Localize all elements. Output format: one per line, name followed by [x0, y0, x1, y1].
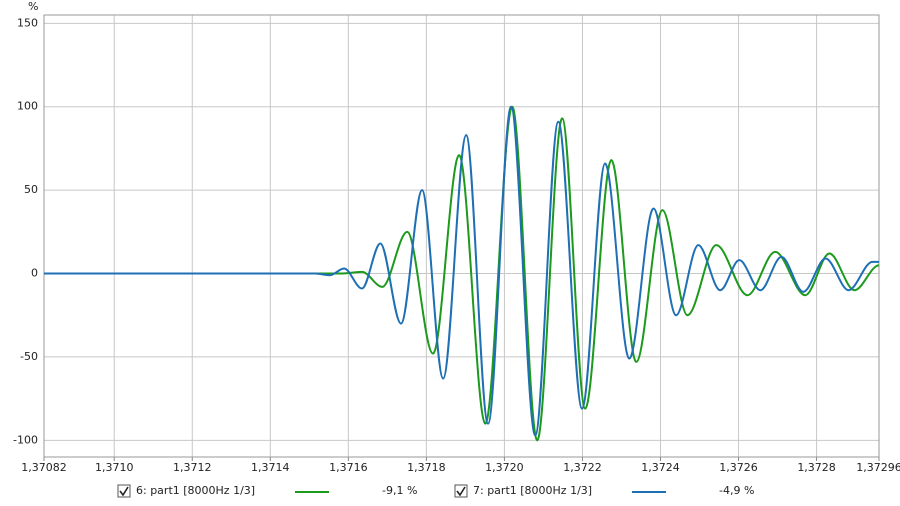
- x-tick-label: 1,37296: [856, 461, 900, 474]
- legend-readout: -4,9 %: [719, 484, 754, 497]
- x-tick-label: 1,3714: [251, 461, 290, 474]
- legend-checkmark[interactable]: [456, 486, 466, 497]
- legend-checkbox[interactable]: [454, 484, 468, 498]
- x-tick-label: 1,3728: [797, 461, 836, 474]
- y-tick-label: 50: [24, 183, 38, 196]
- x-tick-label: 1,3718: [407, 461, 446, 474]
- plot-border: [43, 14, 880, 458]
- plot-area: [44, 15, 879, 457]
- y-tick-label: -50: [20, 350, 38, 363]
- series-line: [44, 105, 879, 437]
- x-tick-label: 1,3716: [329, 461, 368, 474]
- y-unit-label: %: [28, 0, 38, 13]
- x-tick-label: 1,3726: [719, 461, 758, 474]
- y-tick-label: 150: [17, 16, 38, 29]
- y-tick-label: 0: [31, 267, 38, 280]
- legend-label: 6: part1 [8000Hz 1/3]: [136, 484, 255, 497]
- series-line: [44, 105, 880, 442]
- x-tick-label: 1,3710: [95, 461, 134, 474]
- x-tick-label: 1,3722: [563, 461, 602, 474]
- y-tick-label: -100: [13, 433, 38, 446]
- legend-readout: -9,1 %: [382, 484, 417, 497]
- x-tick-label: 1,37082: [21, 461, 67, 474]
- x-tick-label: 1,3712: [173, 461, 212, 474]
- x-tick-label: 1,3724: [641, 461, 680, 474]
- legend-checkmark[interactable]: [119, 486, 129, 497]
- y-tick-label: 100: [17, 100, 38, 113]
- legend-label: 7: part1 [8000Hz 1/3]: [473, 484, 592, 497]
- legend-checkbox[interactable]: [117, 484, 131, 498]
- x-tick-label: 1,3720: [485, 461, 524, 474]
